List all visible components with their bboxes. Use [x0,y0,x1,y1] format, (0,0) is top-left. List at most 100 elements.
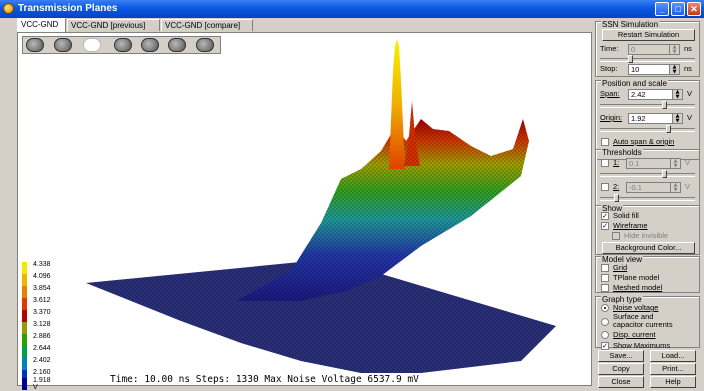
show-group: Show ✓ Solid fill ✓ Wireframe Hide invis… [595,205,700,255]
span-label: Span: [600,89,620,98]
tab-label: VCC-GND [compare] [165,21,241,30]
legend-swatch [22,370,27,382]
legend-swatch [22,286,27,298]
wireframe-checkbox[interactable]: ✓ [601,222,609,230]
threshold-2-label: 2: [613,182,620,191]
time-field[interactable]: 0 ▲ ▼ [628,44,680,55]
fit-icon[interactable] [196,38,214,52]
spin-arrows-icon[interactable]: ▲ ▼ [669,45,679,54]
plot-toolbar [22,36,221,54]
rotate-icon[interactable] [141,38,159,52]
spin-arrows-icon[interactable]: ▲ ▼ [669,65,679,74]
close-button[interactable]: Close [598,376,644,388]
legend-label: 3.854 [33,285,51,292]
legend-label: 3.370 [33,309,51,316]
span-value: 2.42 [631,90,646,99]
auto-span-label: Auto span & origin [613,137,675,146]
group-title: Model view [601,255,644,264]
threshold-1-field[interactable]: 0.1 ▲ ▼ [626,158,681,169]
spin-arrows-icon[interactable]: ▲ ▼ [670,183,680,192]
stop-unit: ns [684,64,692,73]
maximize-icon[interactable]: □ [671,2,685,16]
stop-field[interactable]: 10 ▲ ▼ [628,64,680,75]
pan-icon[interactable] [114,38,132,52]
hide-invisible-checkbox[interactable] [612,232,620,240]
group-title: Position and scale [601,79,668,88]
tplane-model-checkbox[interactable] [601,274,609,282]
threshold-2-field[interactable]: -0.1 ▲ ▼ [626,182,681,193]
meshed-model-checkbox[interactable] [601,284,609,292]
disp-current-radio[interactable] [601,331,609,339]
title-bar: Transmission Planes _ □ ✕ [0,0,704,18]
hide-invisible-label: Hide invisible [624,231,669,240]
disp-current-label: Disp. current [613,330,656,339]
minimize-icon[interactable]: _ [655,2,669,16]
spin-arrows-icon[interactable]: ▲ ▼ [670,159,680,168]
surface-plot [86,39,556,373]
background-color-button[interactable]: Background Color... [602,242,695,254]
threshold-1-unit: V [685,158,691,167]
stop-icon[interactable] [168,38,186,52]
restart-simulation-button[interactable]: Restart Simulation [602,29,695,41]
threshold-2-slider[interactable] [600,194,695,202]
surface-currents-radio[interactable] [601,318,609,326]
plot-area[interactable] [17,32,592,386]
spin-arrows-icon[interactable]: ▲ ▼ [672,90,682,99]
group-title: Thresholds [601,148,643,157]
slider-thumb[interactable] [662,170,667,178]
zoom-out-icon[interactable] [54,38,72,52]
show-maximums-checkbox[interactable]: ✓ [601,342,609,350]
slider-thumb[interactable] [614,194,619,202]
load-button[interactable]: Load... [650,350,696,362]
thresholds-group: Thresholds 1: 0.1 ▲ ▼ V 2: -0.1 ▲ ▼ V [595,149,700,207]
threshold-2-checkbox[interactable] [601,183,609,191]
slider-thumb[interactable] [628,55,633,63]
slider-thumb[interactable] [662,101,667,109]
threshold-1-checkbox[interactable] [601,159,609,167]
threshold-1-slider[interactable] [600,170,695,178]
close-icon[interactable]: ✕ [687,2,701,16]
meshed-model-label: Meshed model [613,283,663,292]
noise-voltage-radio[interactable] [601,304,609,312]
group-title: Graph type [601,295,643,304]
legend-swatch [22,322,27,334]
origin-field[interactable]: 1.92 ▲ ▼ [628,113,683,124]
origin-value: 1.92 [631,114,646,123]
legend-label: 1.918 V [33,377,51,391]
app-icon[interactable] [3,3,14,14]
help-button[interactable]: Help [650,376,696,388]
tab-vcc-gnd-previous[interactable]: VCC-GND [previous] [67,19,160,31]
grid-checkbox[interactable] [601,264,609,272]
legend-swatch [22,358,27,370]
threshold-2-unit: V [685,182,691,191]
noise-voltage-label: Noise voltage [613,303,659,312]
threshold-2-value: -0.1 [629,183,642,192]
blank-icon[interactable] [83,38,101,52]
tplane-model-label: TPlane model [613,273,660,282]
tab-vcc-gnd[interactable]: VCC-GND [17,18,66,32]
copy-button[interactable]: Copy [598,363,644,375]
print-button[interactable]: Print... [650,363,696,375]
tab-label: VCC-GND [previous] [71,21,146,30]
span-slider[interactable] [600,101,695,109]
legend-swatch [22,310,27,322]
wireframe-label: Wireframe [613,221,648,230]
legend-label: 2.644 [33,345,51,352]
span-field[interactable]: 2.42 ▲ ▼ [628,89,683,100]
legend-label: 2.886 [33,333,51,340]
tab-vcc-gnd-compare[interactable]: VCC-GND [compare] [161,19,253,31]
legend-label: 2.402 [33,357,51,364]
graph-type-group: Graph type Noise voltage Surface and cap… [595,295,700,350]
grid-label: Grid [613,263,628,272]
origin-slider[interactable] [600,125,695,133]
auto-span-checkbox[interactable] [601,138,609,146]
legend-label: 3.128 [33,321,51,328]
legend-label: 2.160 [33,369,51,376]
solid-fill-checkbox[interactable]: ✓ [601,212,609,220]
zoom-in-icon[interactable] [26,38,44,52]
spin-arrows-icon[interactable]: ▲ ▼ [672,114,682,123]
slider-thumb[interactable] [666,125,671,133]
time-slider[interactable] [600,55,695,63]
threshold-1-value: 0.1 [629,159,640,168]
save-button[interactable]: Save... [598,350,644,362]
